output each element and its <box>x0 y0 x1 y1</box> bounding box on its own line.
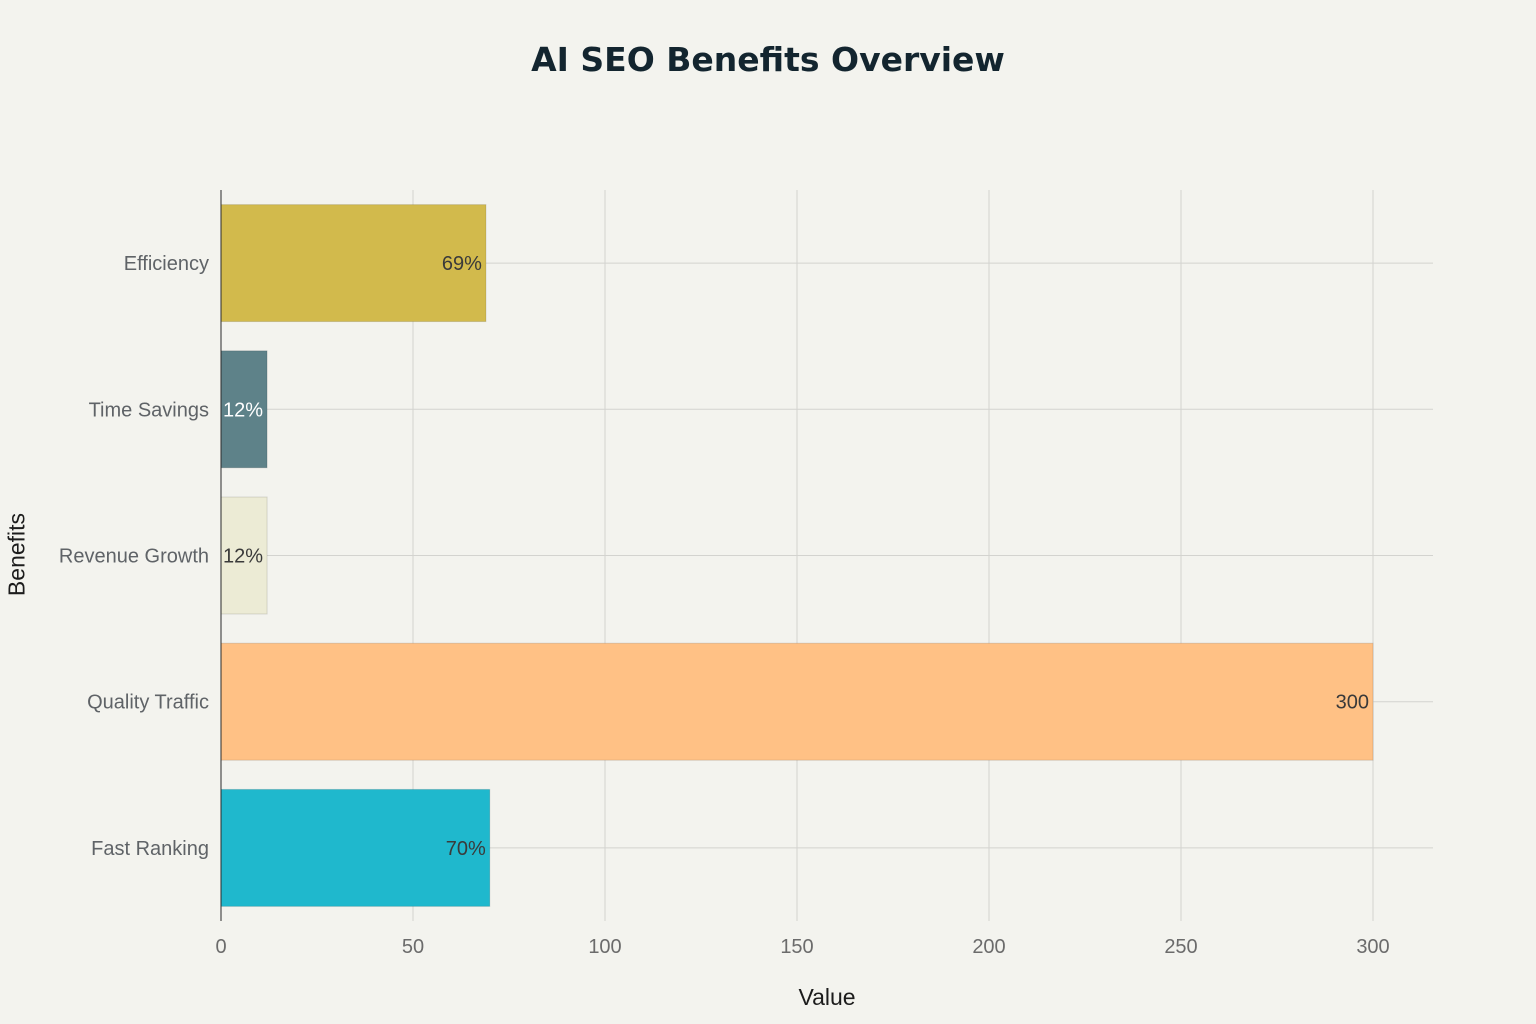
bar-time-savings <box>220 350 268 469</box>
y-tick-label: Quality Traffic <box>87 692 209 714</box>
bar-fast-ranking <box>220 788 491 907</box>
data-label: 12% <box>223 399 263 421</box>
bars <box>220 204 1374 907</box>
data-label: 69% <box>442 253 482 275</box>
bar-efficiency <box>220 204 487 323</box>
y-tick-label: Time Savings <box>89 399 209 421</box>
bar-quality-traffic <box>220 642 1374 761</box>
chart-title: AI SEO Benefits Overview <box>531 40 1005 79</box>
x-tick-label: 50 <box>402 936 424 958</box>
x-tick-label: 300 <box>1356 936 1389 958</box>
x-tick-label: 150 <box>780 936 813 958</box>
y-tick-label: Efficiency <box>124 253 209 275</box>
x-tick-label: 0 <box>215 936 226 958</box>
x-axis-title: Value <box>798 984 856 1010</box>
x-tick-label: 250 <box>1164 936 1197 958</box>
y-axis-title: Benefits <box>3 512 30 597</box>
x-tick-label: 100 <box>588 936 621 958</box>
y-tick-label: Revenue Growth <box>59 546 209 568</box>
data-label: 300 <box>1336 692 1369 714</box>
x-tick-label: 200 <box>972 936 1005 958</box>
data-label: 70% <box>446 838 486 860</box>
y-tick-label: Fast Ranking <box>91 838 209 860</box>
labels: 0 50 100 150 200 250 300 69% Efficiency 12% Time S… <box>59 253 1390 958</box>
data-label: 12% <box>223 546 263 568</box>
bar-revenue-growth <box>220 496 268 615</box>
